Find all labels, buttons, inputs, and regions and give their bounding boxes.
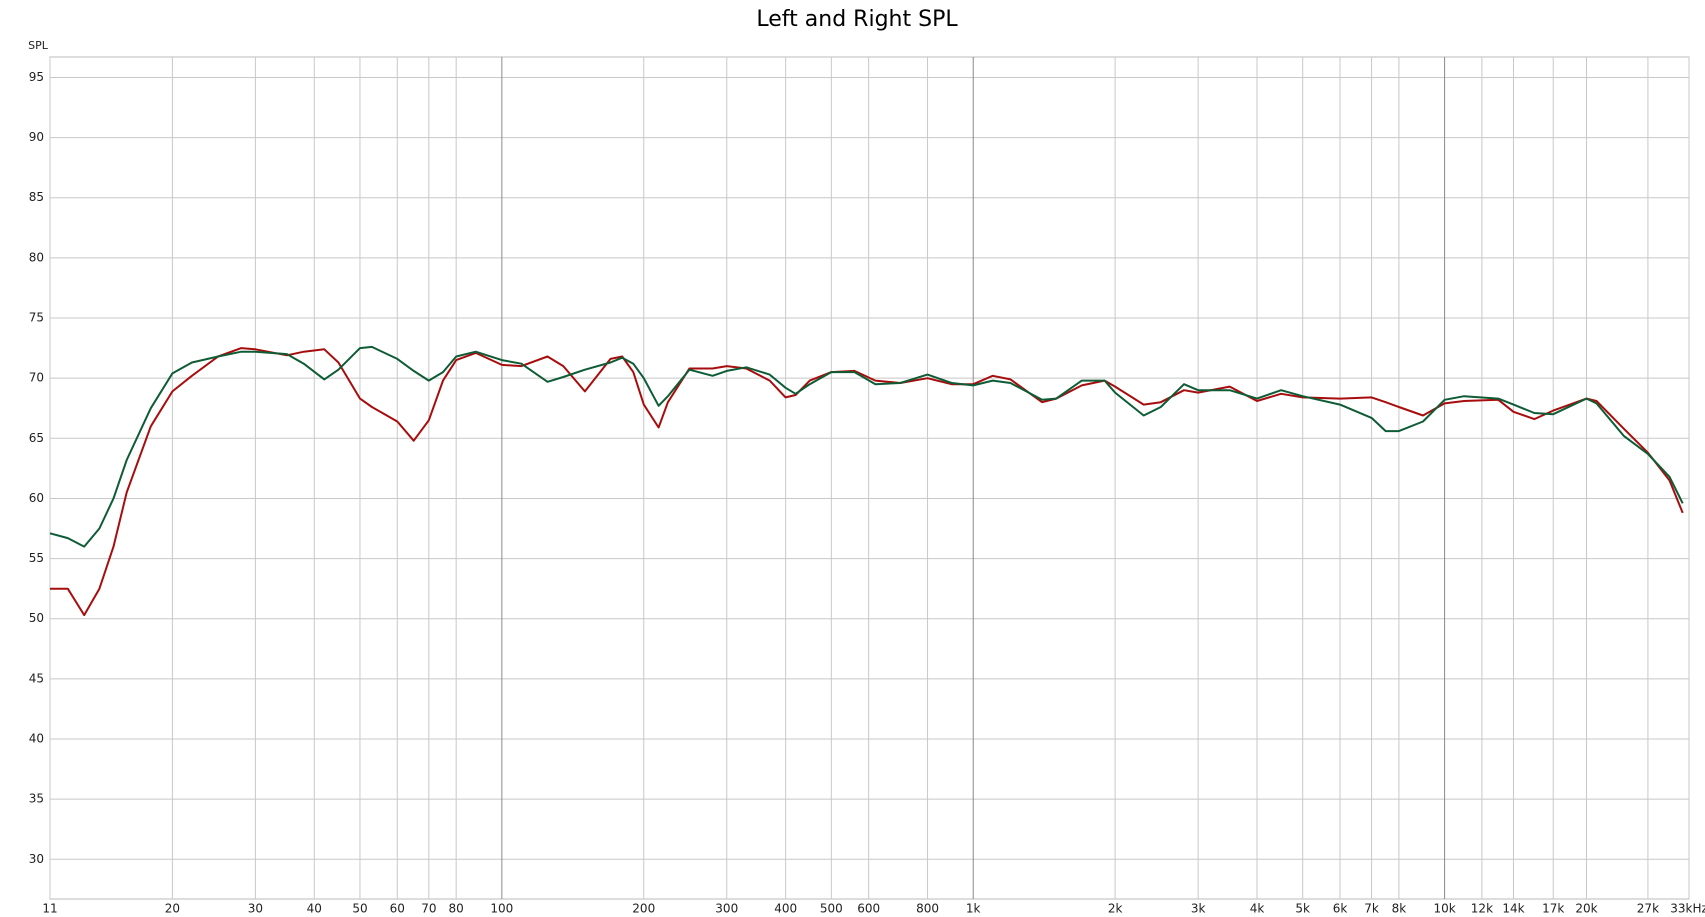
y-tick-label: 40 (29, 732, 44, 746)
x-tick-label: 200 (632, 902, 655, 916)
x-tick-label: 14k (1502, 902, 1524, 916)
y-tick-label: 30 (29, 852, 44, 866)
y-tick-label: 35 (29, 792, 44, 806)
x-tick-label: 20 (165, 902, 180, 916)
x-tick-label: 11 (42, 902, 57, 916)
y-tick-label: 50 (29, 611, 44, 625)
x-tick-label: 50 (352, 902, 367, 916)
y-axis-label: SPL (28, 39, 49, 52)
x-tick-label: 6k (1333, 902, 1348, 916)
y-tick-label: 70 (29, 371, 44, 385)
y-tick-label: 85 (29, 190, 44, 204)
x-tick-label: 3k (1191, 902, 1206, 916)
x-tick-label: 600 (857, 902, 880, 916)
y-tick-label: 95 (29, 70, 44, 84)
x-tick-label: 800 (916, 902, 939, 916)
x-tick-label: 27k (1637, 902, 1659, 916)
x-tick-label: 17k (1542, 902, 1564, 916)
plot-frame (49, 56, 1690, 900)
y-tick-label: 45 (29, 671, 44, 685)
x-tick-label: 7k (1364, 902, 1379, 916)
x-tick-label: 40 (307, 902, 322, 916)
x-tick-label: 60 (390, 902, 405, 916)
series-line (49, 345, 1684, 548)
x-tick-label: 100 (490, 902, 513, 916)
y-tick-label: 65 (29, 431, 44, 445)
y-tick-label: 55 (29, 551, 44, 565)
y-tick-label: 60 (29, 491, 44, 505)
series-line (50, 347, 1684, 617)
y-tick-label: 80 (29, 250, 44, 264)
x-tick-label: 80 (449, 902, 464, 916)
x-tick-label: 400 (774, 902, 797, 916)
x-tick-label: 1k (966, 902, 981, 916)
x-tick-label: 30 (248, 902, 263, 916)
x-tick-label: 8k (1392, 902, 1407, 916)
x-tick-label: 5k (1295, 902, 1310, 916)
y-tick-label: 75 (29, 311, 44, 325)
x-tick-label: 10k (1433, 902, 1455, 916)
x-tick-label: 4k (1250, 902, 1265, 916)
x-tick-label: 300 (715, 902, 738, 916)
y-tick-label: 90 (29, 130, 44, 144)
x-tick-label: 12k (1471, 902, 1493, 916)
chart-title: Left and Right SPL (756, 7, 958, 32)
x-tick-label: 33kHz (1670, 902, 1705, 916)
x-tick-label: 20k (1575, 902, 1597, 916)
x-tick-label: 2k (1108, 902, 1123, 916)
x-tick-label: 70 (421, 902, 436, 916)
x-tick-label: 500 (820, 902, 843, 916)
